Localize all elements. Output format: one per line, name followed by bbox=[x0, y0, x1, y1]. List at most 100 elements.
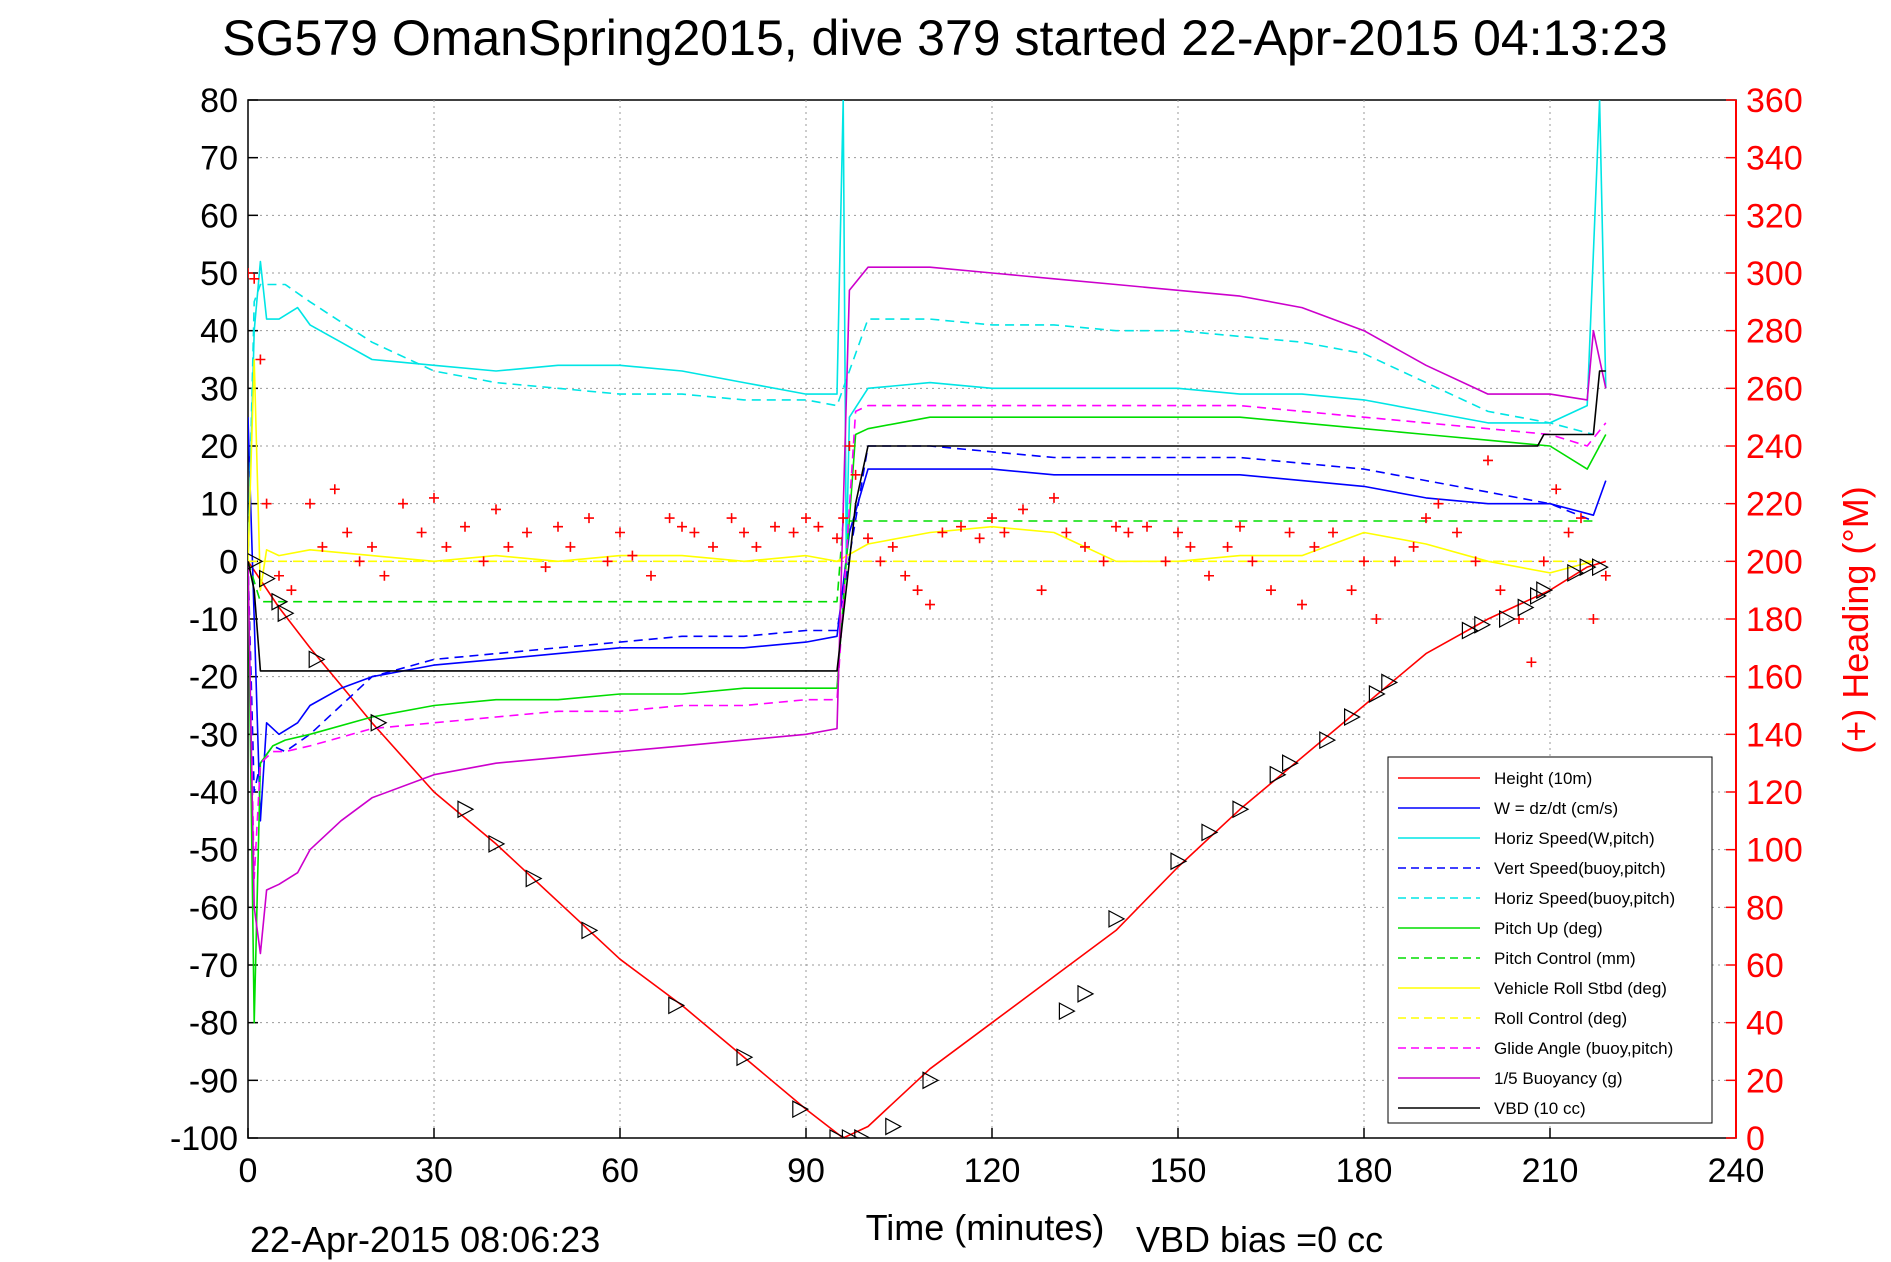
series-12-point-95 bbox=[1600, 570, 1611, 581]
y-tick-label-6: 20 bbox=[200, 428, 238, 466]
series-9-line bbox=[248, 404, 1607, 880]
y-tick-label-16: -80 bbox=[189, 1005, 238, 1043]
y-tick-label-0: 80 bbox=[200, 82, 238, 120]
series-12-point-31 bbox=[677, 521, 687, 532]
series-12-point-59 bbox=[1061, 527, 1072, 538]
x-tick-label-5: 150 bbox=[1150, 1152, 1207, 1190]
y-tick-label-5: 30 bbox=[200, 370, 238, 408]
x-tick-label-2: 60 bbox=[601, 1152, 639, 1190]
series-7-line bbox=[248, 358, 1594, 592]
legend-label-10: 1/5 Buoyancy (g) bbox=[1494, 1069, 1623, 1088]
y-tick-label-15: -70 bbox=[189, 947, 238, 985]
series-12-point-57 bbox=[1036, 585, 1047, 596]
series-12-point-58 bbox=[1049, 492, 1059, 503]
series-12-point-39 bbox=[801, 513, 811, 524]
x-axis: 0 30 60 90 120 150 180 210 240 bbox=[239, 1128, 1765, 1190]
series-13-point-32 bbox=[1499, 610, 1516, 628]
series-12-point-48 bbox=[900, 570, 911, 581]
y2-tick-label-12: 120 bbox=[1746, 774, 1803, 812]
series-12-point-24 bbox=[565, 541, 576, 552]
legend-label-9: Glide Angle (buoy,pitch) bbox=[1494, 1039, 1673, 1058]
series-12-point-38 bbox=[788, 527, 799, 538]
legend-label-8: Roll Control (deg) bbox=[1494, 1009, 1627, 1028]
series-12-point-71 bbox=[1247, 556, 1258, 567]
series-13-point-9 bbox=[581, 921, 599, 940]
series-12-point-18 bbox=[478, 556, 489, 567]
series-12-point-30 bbox=[664, 513, 675, 524]
series-12-point-0 bbox=[248, 268, 253, 278]
y-tick-label-14: -60 bbox=[189, 889, 238, 927]
y-tick-label-11: -30 bbox=[189, 716, 238, 754]
series-12-point-33 bbox=[708, 541, 718, 552]
legend-label-7: Vehicle Roll Stbd (deg) bbox=[1494, 979, 1667, 998]
y2-tick-label-3: 300 bbox=[1746, 255, 1803, 293]
series-12-point-19 bbox=[491, 504, 501, 515]
series-13-point-0 bbox=[248, 553, 264, 570]
series-2-line bbox=[248, 100, 1607, 563]
series-12-point-1 bbox=[249, 273, 260, 284]
series-12-point-35 bbox=[739, 527, 749, 538]
series-13-point-4 bbox=[308, 650, 326, 669]
y-tick-label-10: -20 bbox=[189, 659, 238, 697]
y-tick-label-7: 10 bbox=[200, 486, 238, 524]
x-tick-label-0: 0 bbox=[239, 1152, 258, 1190]
series-12-point-45 bbox=[863, 533, 873, 544]
y2-axis-label: (+) Heading (°M) bbox=[1835, 486, 1876, 753]
series-12-point-56 bbox=[1018, 504, 1028, 515]
series-12-point-80 bbox=[1390, 556, 1400, 567]
series-13-point-33 bbox=[1517, 598, 1535, 617]
series-12-point-42 bbox=[838, 513, 849, 524]
y-tick-label-2: 60 bbox=[200, 197, 238, 235]
series-12-point-5 bbox=[286, 585, 297, 596]
series-12-point-75 bbox=[1309, 541, 1320, 552]
series-11-line bbox=[248, 370, 1606, 672]
series-12-point-26 bbox=[602, 556, 613, 567]
series-13-point-18 bbox=[1058, 1002, 1076, 1021]
series-12-point-72 bbox=[1266, 585, 1276, 596]
series-1-line bbox=[248, 417, 1607, 822]
series-13-point-31 bbox=[1474, 615, 1492, 634]
x-tick-label-8: 240 bbox=[1708, 1152, 1765, 1190]
series-12-point-79 bbox=[1371, 614, 1382, 624]
series-12-point-36 bbox=[751, 541, 762, 552]
legend-label-3: Vert Speed(buoy,pitch) bbox=[1494, 859, 1666, 878]
series-12-point-47 bbox=[887, 541, 898, 552]
series-12-point-40 bbox=[813, 521, 824, 532]
series-group bbox=[248, 100, 1611, 1138]
series-13-point-38 bbox=[1592, 558, 1609, 577]
series-12-point-84 bbox=[1452, 527, 1462, 538]
chart-title: SG579 OmanSpring2015, dive 379 started 2… bbox=[222, 10, 1667, 66]
grid-lines bbox=[248, 100, 1736, 1138]
series-12-point-94 bbox=[1588, 614, 1599, 624]
y-tick-label-4: 40 bbox=[200, 313, 238, 351]
series-12-point-28 bbox=[627, 550, 638, 561]
series-12-point-67 bbox=[1185, 541, 1196, 552]
series-13-point-25 bbox=[1282, 754, 1299, 773]
y2-tick-label-10: 160 bbox=[1746, 659, 1803, 697]
y2-tick-label-1: 340 bbox=[1746, 140, 1803, 178]
series-12-point-49 bbox=[912, 585, 923, 596]
series-12-point-9 bbox=[342, 527, 353, 538]
series-12-point-77 bbox=[1346, 585, 1357, 596]
series-13-point-16 bbox=[885, 1117, 903, 1136]
y-tick-label-1: 70 bbox=[200, 140, 238, 178]
series-13-point-8 bbox=[525, 869, 543, 888]
legend-box bbox=[1387, 756, 1713, 1124]
series-12-point-68 bbox=[1204, 570, 1214, 581]
series-12-point-8 bbox=[329, 484, 340, 495]
series-12-point-83 bbox=[1433, 498, 1444, 509]
series-12-point-54 bbox=[987, 513, 997, 524]
series-0-line bbox=[248, 560, 1607, 1138]
y2-tick-label-5: 260 bbox=[1746, 370, 1803, 408]
y-tick-label-8: 0 bbox=[219, 543, 238, 581]
series-12-point-25 bbox=[584, 513, 594, 524]
series-12-point-7 bbox=[317, 541, 328, 552]
series-12-point-22 bbox=[540, 562, 551, 573]
series-13-point-14 bbox=[841, 1129, 859, 1138]
x-tick-label-6: 180 bbox=[1336, 1152, 1393, 1190]
series-12-point-81 bbox=[1408, 541, 1419, 552]
series-13-point-27 bbox=[1344, 708, 1361, 727]
series-12-point-69 bbox=[1222, 541, 1233, 552]
series-13-markers bbox=[248, 553, 1609, 1138]
